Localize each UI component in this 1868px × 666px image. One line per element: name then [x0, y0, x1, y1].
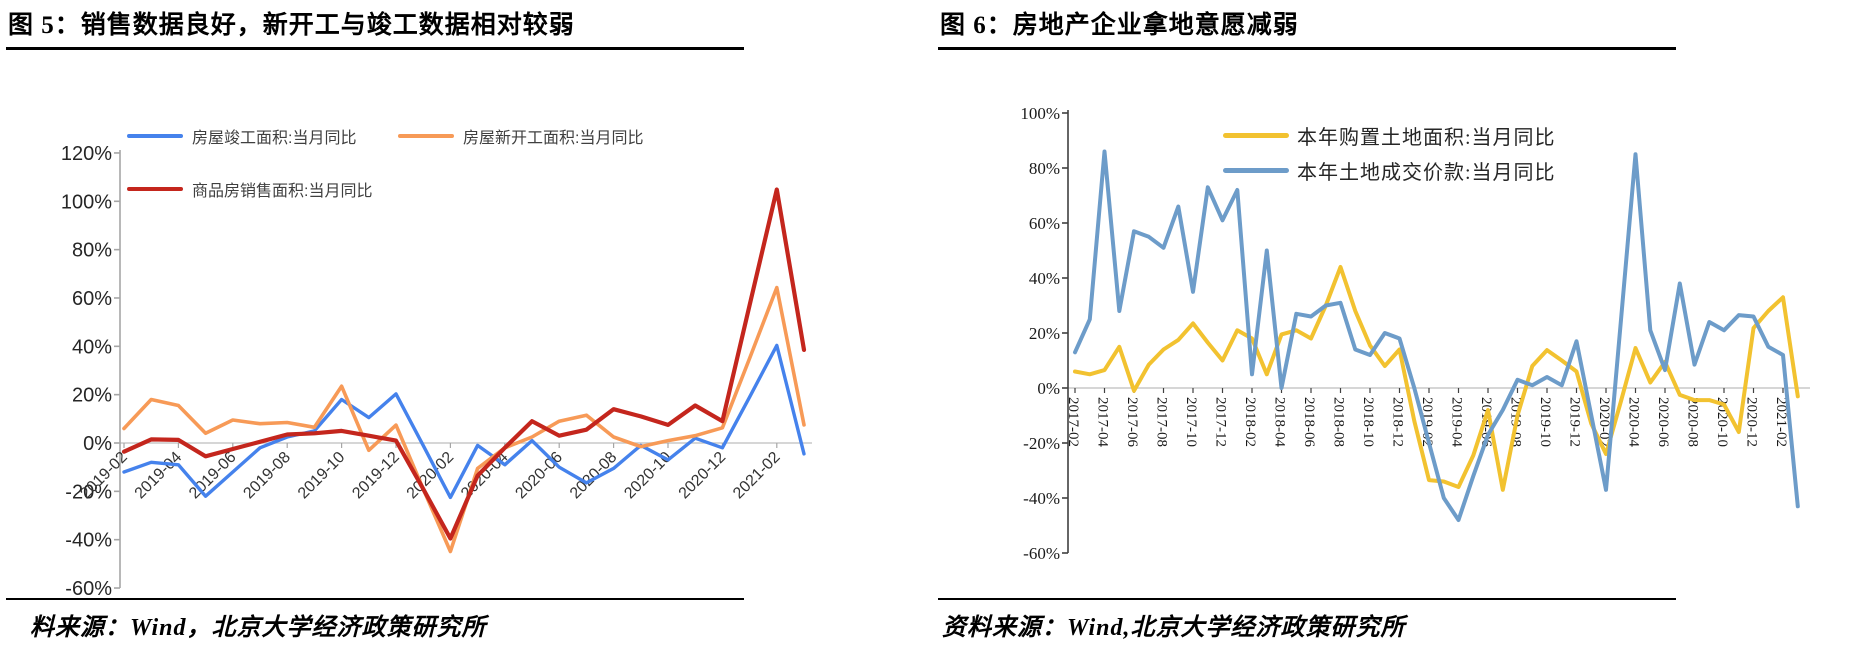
y-axis-tick-label: -20%: [1023, 434, 1060, 453]
y-axis-tick-label: 40%: [72, 336, 112, 358]
legend-item-completion: 房屋竣工面积:当月同比: [127, 124, 356, 148]
x-axis-tick-label: 2020-06: [512, 449, 566, 503]
x-axis-tick-label: 2020-12: [1744, 397, 1760, 447]
series-line-0: [122, 343, 806, 500]
y-axis-tick-label: 80%: [1029, 159, 1060, 178]
x-axis-tick-label: 2018-08: [1331, 397, 1347, 447]
y-axis-tick-label: 20%: [1029, 324, 1060, 343]
caption-rule: [938, 598, 1676, 600]
x-axis-tick-label: 2020-04: [458, 449, 512, 503]
completion-line-swatch: [127, 134, 183, 138]
y-axis-tick-label: -60%: [65, 578, 112, 600]
y-axis-tick-label: -60%: [1023, 544, 1060, 563]
x-axis-tick-label: 2019-06: [186, 449, 240, 503]
newstart-line-swatch: [398, 134, 454, 138]
legend-label: 商品房销售面积:当月同比: [192, 183, 373, 200]
y-axis-tick-label: 20%: [72, 385, 112, 407]
y-axis-tick-label: 60%: [72, 288, 112, 310]
y-axis-tick-label: 120%: [61, 143, 112, 165]
legend-item-newstart: 房屋新开工面积:当月同比: [398, 124, 643, 148]
y-axis-tick-label: 80%: [72, 240, 112, 262]
x-axis-tick-label: 2019-04: [1449, 397, 1465, 447]
x-axis-tick-label: 2019-10: [1537, 397, 1553, 447]
figure-6-title: 图 6：房地产企业拿地意愿减弱: [940, 12, 1299, 39]
title-rule: [938, 47, 1676, 50]
y-axis-tick-label: 100%: [1020, 104, 1060, 123]
x-axis-tick-label: 2017-02: [1065, 397, 1081, 447]
figure-5-title: 图 5：销售数据良好，新开工与竣工数据相对较弱: [8, 12, 575, 39]
legend-label: 房屋新开工面积:当月同比: [463, 130, 644, 147]
x-axis-tick-label: 2020-08: [1685, 397, 1701, 447]
x-axis-tick-label: 2017-10: [1183, 397, 1199, 447]
legend-item-sales: 商品房销售面积:当月同比: [127, 177, 372, 201]
figure-5-panel: 图 5：销售数据良好，新开工与竣工数据相对较弱 120% 100% 80% 60% 40…: [6, 12, 812, 641]
x-axis-tick-label: 2019-04: [132, 449, 186, 503]
x-axis-tick-label: 2019-02: [1419, 397, 1435, 447]
series-line-0: [1073, 265, 1800, 492]
y-axis-tick-label: -40%: [1023, 489, 1060, 508]
housing-completion-newstart-sales-chart: 120% 100% 80% 60% 40% 20% 0% -20% -40% -60% 2019-0…: [61, 143, 812, 600]
x-axis-tick-label: 2019-12: [1567, 397, 1583, 447]
y-axis-tick-label: 100%: [61, 191, 112, 213]
x-axis-tick-label: 2019-12: [349, 449, 403, 503]
x-axis-tick-label: 2017-08: [1154, 397, 1170, 447]
figure-6-source: 资料来源：Wind,北京大学经济政策研究所: [942, 615, 1406, 641]
y-axis-tick-label: -40%: [65, 530, 112, 552]
land-purchase-transaction-chart: 100% 80% 60% 40% 20% 0% -20% -40% -60% 2017-02 201…: [1020, 104, 1810, 563]
x-axis-tick-label: 2017-06: [1124, 397, 1140, 447]
x-axis-tick-label: 2018-04: [1272, 397, 1288, 447]
x-axis-tick-label: 2018-10: [1360, 397, 1376, 447]
series-line-2: [121, 187, 807, 541]
x-axis-tick-label: 2020-12: [676, 449, 730, 503]
x-axis-tick-label: 2020-02: [1596, 397, 1612, 447]
legend-label: 本年购置土地面积:当月同比: [1297, 127, 1556, 149]
figure-6-panel: 图 6：房地产企业拿地意愿减弱 100% 80% 60% 40% 20% 0% -20% -4…: [934, 0, 1868, 666]
series-line-1: [1073, 149, 1800, 522]
y-axis-tick-label: -20%: [65, 481, 112, 503]
x-axis-tick-label: 2017-12: [1213, 397, 1229, 447]
x-axis-tick-label: 2017-04: [1095, 397, 1111, 447]
y-axis-tick-label: 0%: [83, 433, 112, 455]
y-axis-tick-label: 60%: [1029, 214, 1060, 233]
y-axis-tick-label: 40%: [1029, 269, 1060, 288]
y-axis-tick-label: 0%: [1037, 379, 1060, 398]
legend-item-land-value: 本年土地成交价款:当月同比: [1223, 156, 1556, 185]
sales-line-swatch: [127, 187, 183, 191]
x-axis-tick-label: 2020-06: [1655, 397, 1671, 447]
x-axis-tick-label: 2021-02: [1773, 397, 1789, 447]
caption-rule: [6, 598, 744, 600]
x-axis-tick-label: 2018-02: [1242, 397, 1258, 447]
x-axis-tick-label: 2020-04: [1626, 397, 1642, 447]
legend-label: 本年土地成交价款:当月同比: [1297, 162, 1556, 184]
legend-item-land-area: 本年购置土地面积:当月同比: [1223, 121, 1556, 150]
x-axis-tick-label: 2021-02: [730, 449, 784, 503]
title-rule: [6, 47, 744, 50]
legend-label: 房屋竣工面积:当月同比: [192, 130, 357, 147]
x-axis-tick-label: 2018-12: [1390, 397, 1406, 447]
land-area-line-swatch: [1223, 133, 1289, 138]
land-value-line-swatch: [1223, 168, 1289, 173]
figure-5-source: 料来源：Wind，北京大学经济政策研究所: [30, 615, 487, 641]
x-axis-tick-label: 2018-06: [1301, 397, 1317, 447]
x-axis-tick-label: 2019-10: [295, 449, 349, 503]
